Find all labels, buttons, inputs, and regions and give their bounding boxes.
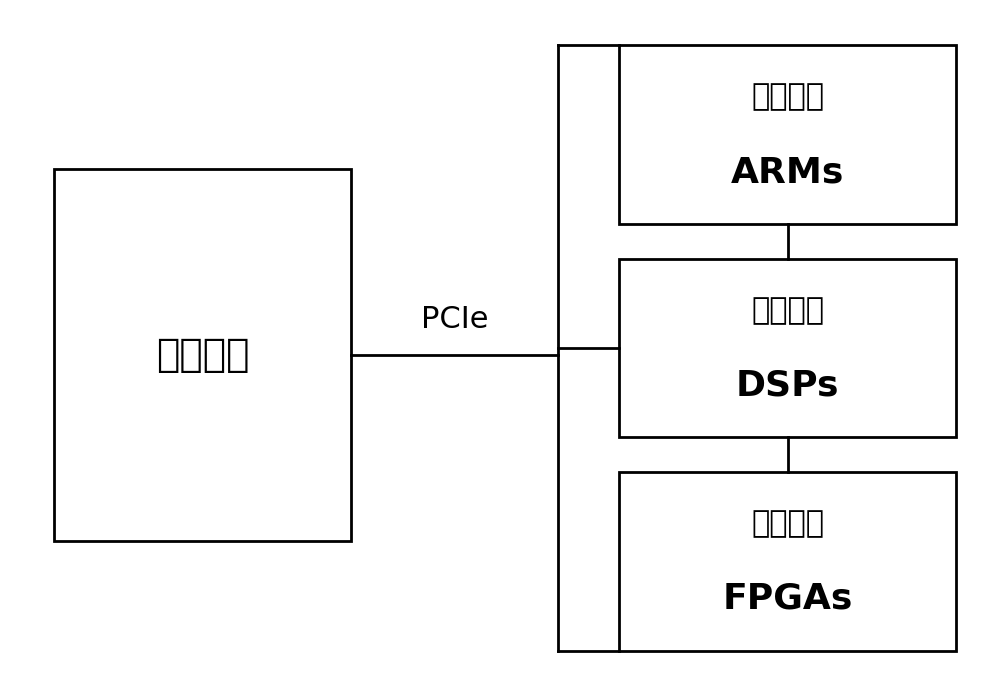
Text: PCIe: PCIe	[421, 306, 488, 334]
Bar	[619, 259, 956, 437]
Bar	[54, 169, 351, 541]
Text: ARMs: ARMs	[731, 156, 844, 189]
Bar	[619, 472, 956, 651]
Text: 协处理器: 协处理器	[751, 83, 824, 111]
Text: 协处理器: 协处理器	[751, 509, 824, 538]
Text: FPGAs: FPGAs	[722, 582, 853, 616]
Text: 协处理器: 协处理器	[751, 296, 824, 324]
Text: DSPs: DSPs	[736, 369, 839, 403]
Text: 主处理器: 主处理器	[156, 336, 249, 374]
Bar	[619, 45, 956, 224]
